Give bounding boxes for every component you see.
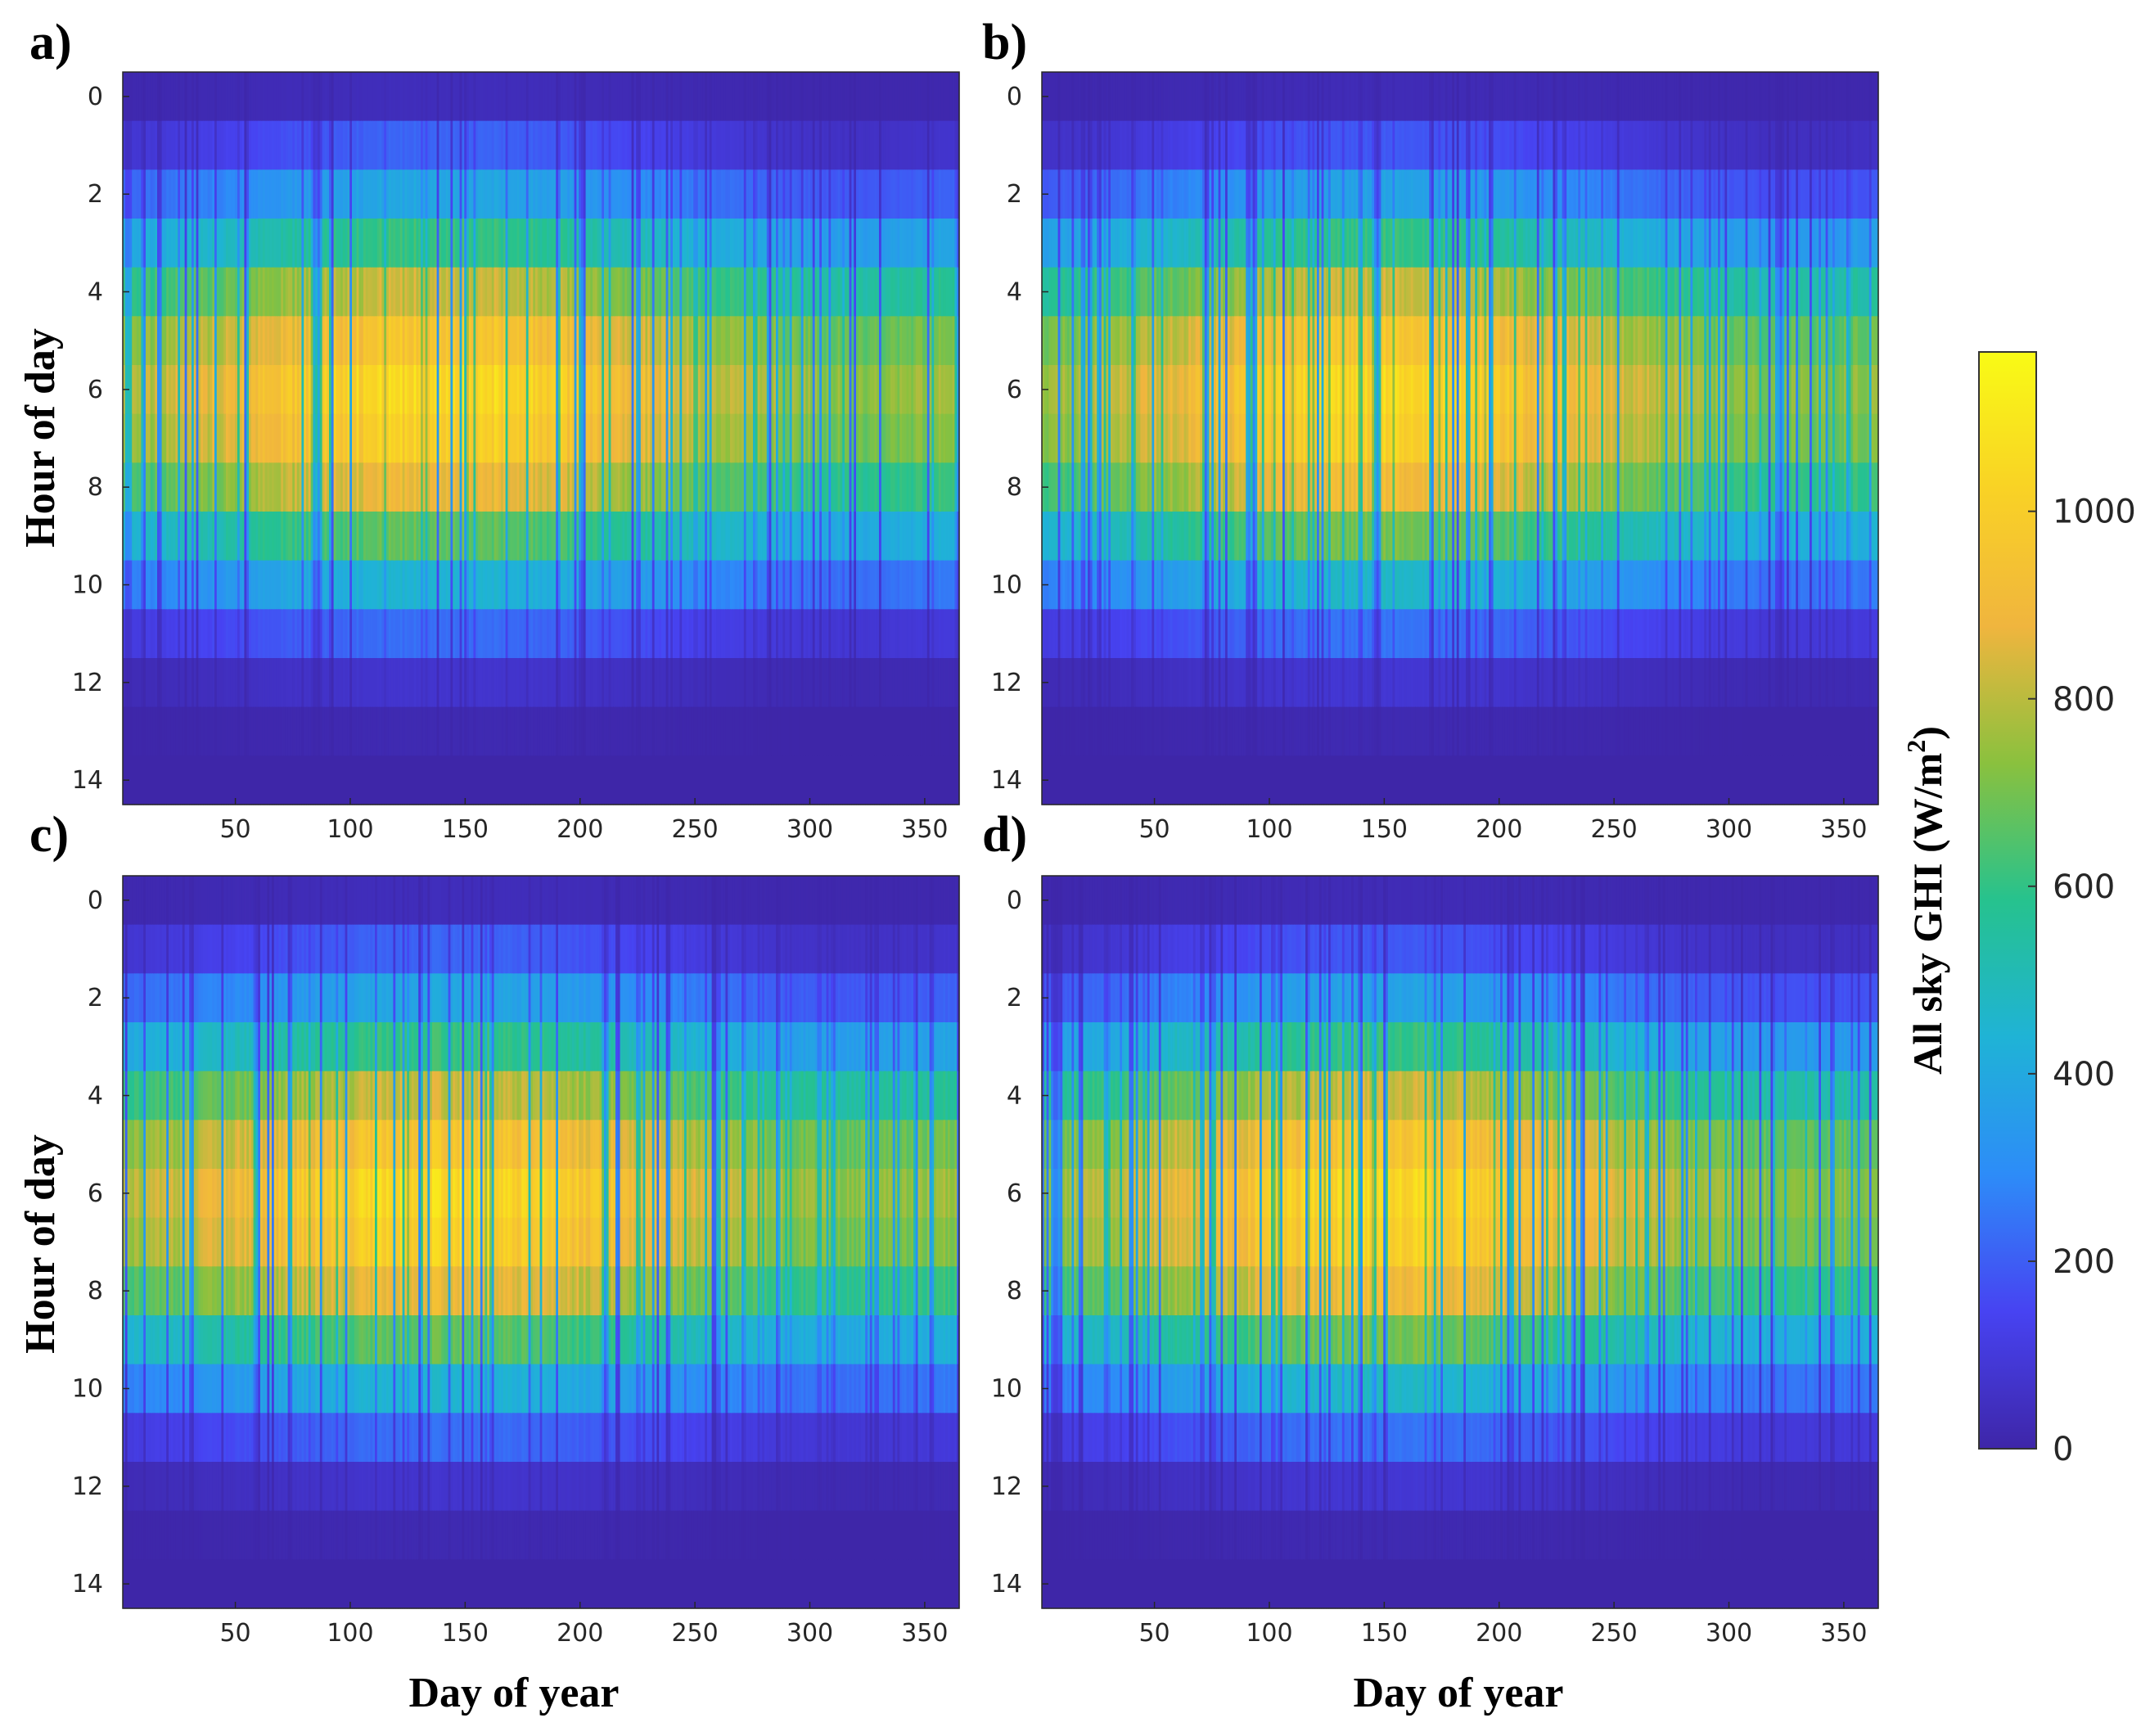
heatmap-row <box>123 316 960 365</box>
panel-label-a: a) <box>29 15 72 70</box>
heatmap-row <box>123 219 960 268</box>
ghi-heatmap-figure: a) b) c) d) 50 100 150 200 250 300 35002468101… <box>0 0 2150 1736</box>
heatmap-row <box>123 72 960 121</box>
panel-label-c: c) <box>29 807 69 863</box>
heatmap-row <box>123 169 960 219</box>
panel-label-b: b) <box>982 15 1027 70</box>
heatmap-row <box>123 268 960 317</box>
panel-label-d: d) <box>982 807 1027 863</box>
heatmap-row <box>123 121 960 170</box>
